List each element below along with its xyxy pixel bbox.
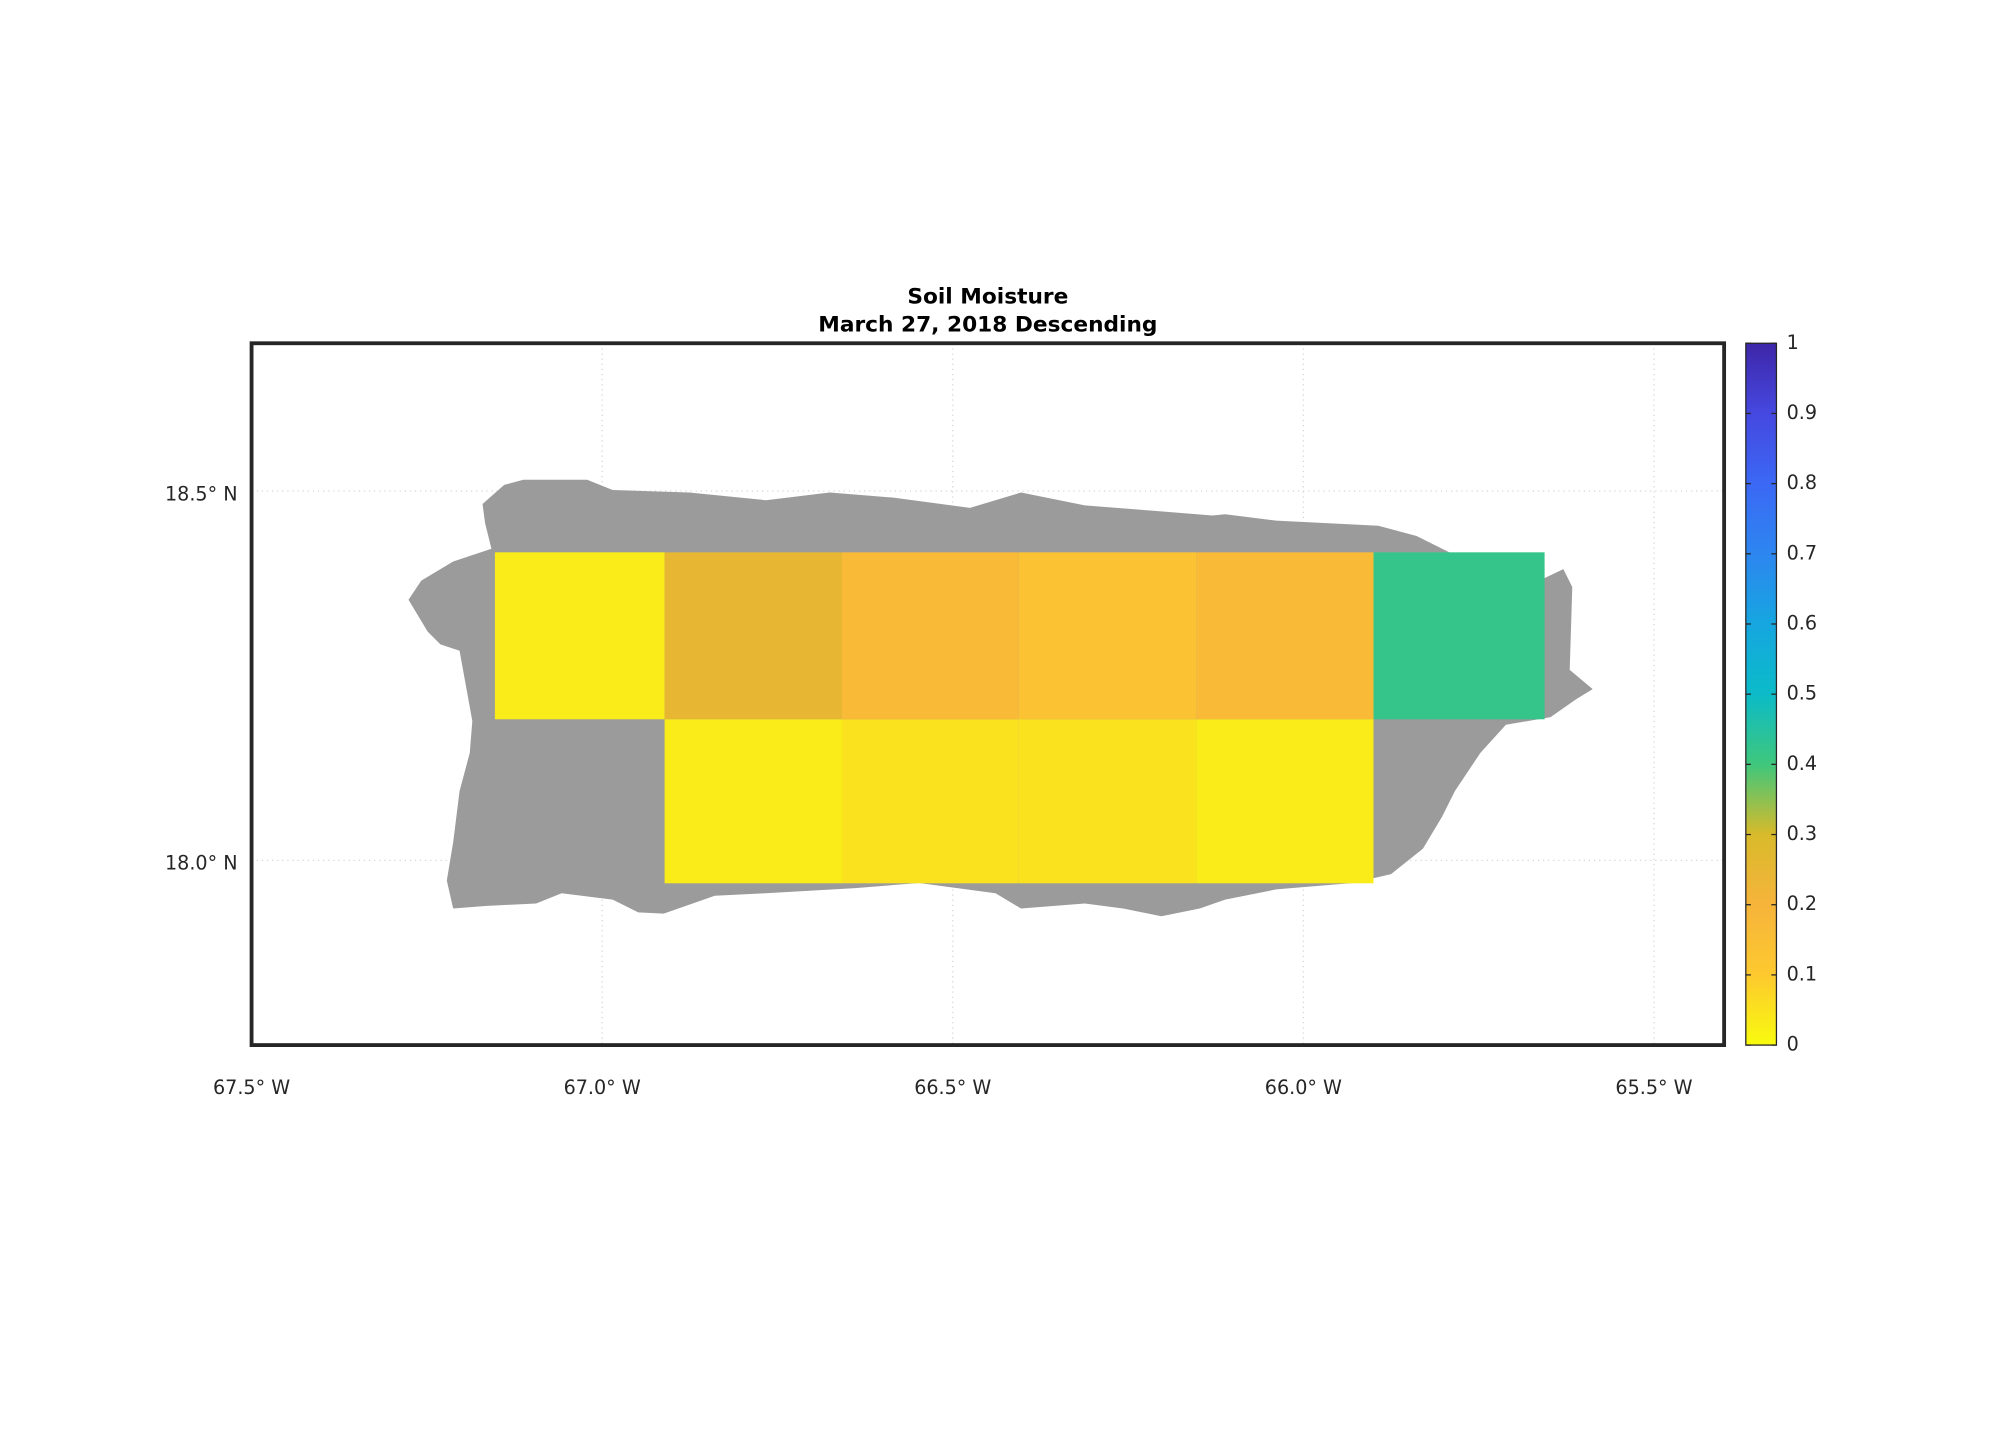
colorbar-label: 0.4 <box>1787 752 1817 775</box>
colorbar-label: 0.6 <box>1787 611 1817 634</box>
colorbar-label: 0.1 <box>1787 962 1817 985</box>
colorbar-label: 1 <box>1787 331 1799 354</box>
grid-cell <box>664 719 842 884</box>
grid-cell <box>1373 552 1545 720</box>
colorbar-label: 0.3 <box>1787 822 1817 845</box>
x-tick-label: 67.5° W <box>213 1076 290 1099</box>
grid-cell <box>1196 719 1374 884</box>
chart-subtitle: March 27, 2018 Descending <box>818 312 1157 337</box>
grid-cell <box>664 552 842 720</box>
x-tick-label: 67.0° W <box>564 1076 641 1099</box>
plot-frame <box>249 341 1727 1047</box>
colorbar-label: 0.8 <box>1787 471 1817 494</box>
grid-cell <box>841 552 1019 720</box>
colorbar-label: 0.5 <box>1787 682 1817 705</box>
grid-cell <box>841 719 1019 884</box>
x-tick-label: 65.5° W <box>1615 1076 1692 1099</box>
x-tick-label: 66.5° W <box>914 1076 991 1099</box>
chart-title: Soil Moisture <box>907 284 1068 309</box>
colorbar-label: 0.9 <box>1787 401 1817 424</box>
colorbar-label: 0.7 <box>1787 541 1817 564</box>
grid-cell <box>494 552 665 720</box>
grid-cell <box>1196 552 1374 720</box>
x-tick-label: 66.0° W <box>1265 1076 1342 1099</box>
colorbar-label: 0 <box>1787 1033 1799 1056</box>
y-tick-label: 18.0° N <box>165 852 238 875</box>
grid-cell <box>1018 552 1197 720</box>
colorbar-label: 0.2 <box>1787 892 1817 915</box>
y-tick-label: 18.5° N <box>165 482 238 505</box>
grid-cell <box>1018 719 1197 884</box>
